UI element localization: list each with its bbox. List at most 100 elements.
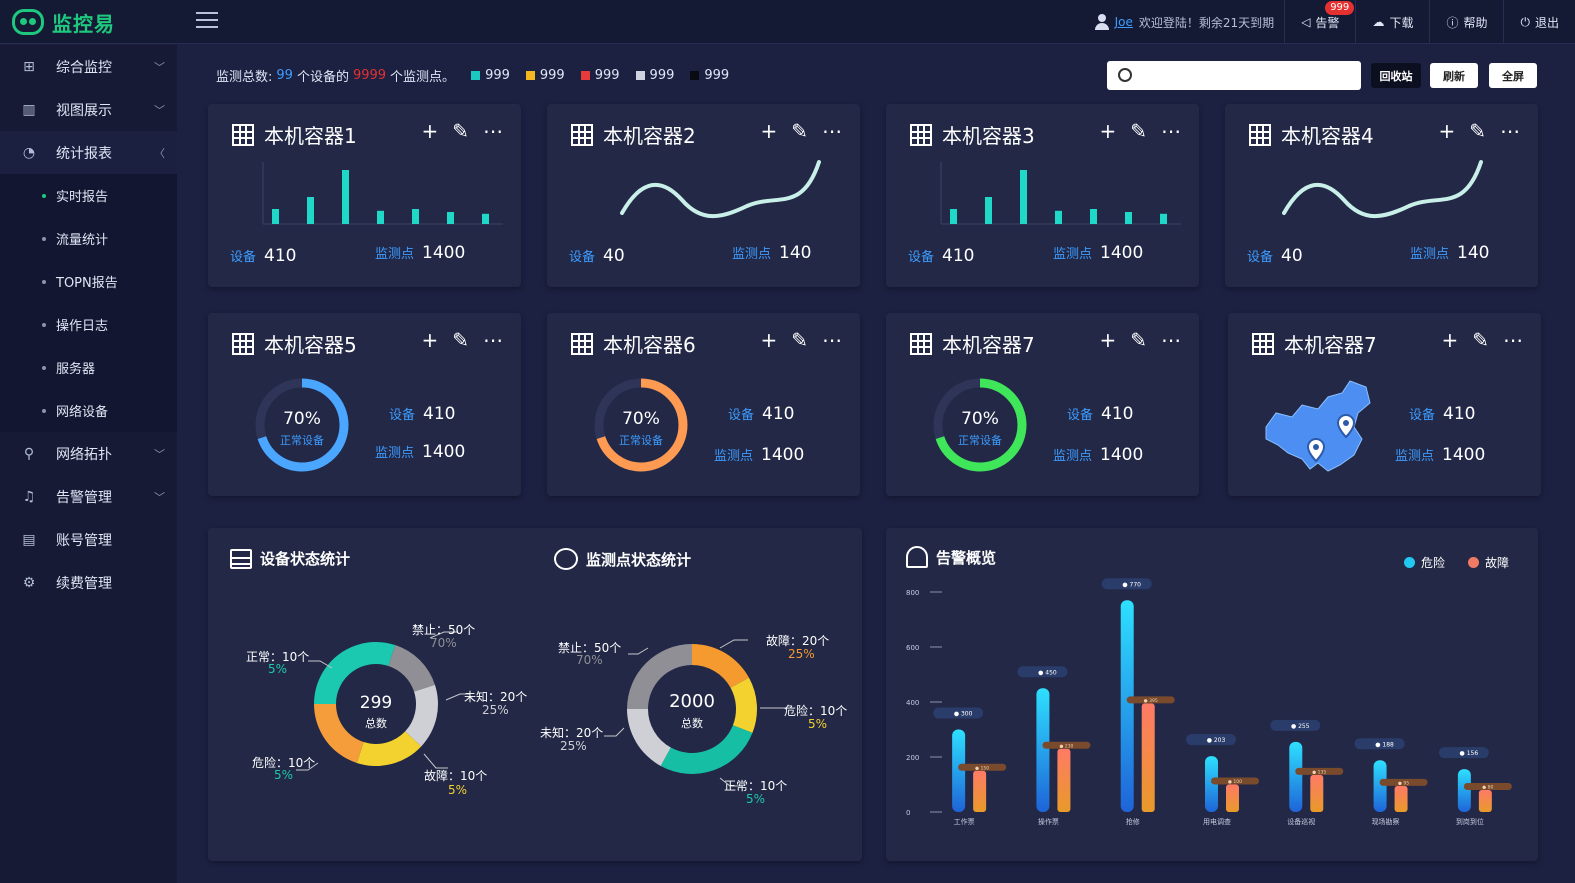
bar-danger	[1457, 769, 1471, 812]
more-icon[interactable]: ⋯	[483, 328, 503, 352]
more-icon[interactable]: ⋯	[1161, 328, 1181, 352]
point-total-label: 总数	[681, 717, 703, 730]
grid-icon	[571, 332, 593, 355]
alarm-overview-panel: 告警概览 危险 故障 0 200 400 600 800 ● 300 ● 150 工作票 ● 4…	[886, 528, 1538, 861]
bar-danger	[952, 729, 966, 812]
edit-icon[interactable]: ✎	[791, 119, 808, 143]
card-title: 本机容器4	[1281, 124, 1374, 148]
bullet-icon	[42, 408, 46, 413]
sidebar-subitem-traffic[interactable]: 流量统计	[0, 217, 177, 260]
donut-segment	[730, 677, 757, 733]
fullscreen-button[interactable]: 全屏	[1489, 63, 1537, 88]
edit-icon[interactable]: ✎	[1472, 328, 1489, 352]
help-button[interactable]: ⓘ 帮助	[1429, 0, 1503, 44]
container-card-5[interactable]: 本机容器5 + ✎ ⋯ 70% 正常设备 设备 410 监测点 1400	[208, 313, 521, 496]
gauge-icon	[554, 548, 578, 570]
container-card-7[interactable]: 本机容器7 + ✎ ⋯ 70% 正常设备 设备 410 监测点 1400	[886, 313, 1199, 496]
sidebar-subitem-oplog[interactable]: 操作日志	[0, 303, 177, 346]
search-input[interactable]	[1107, 61, 1361, 90]
data-label-fault: ● 395	[1144, 698, 1158, 704]
sidebar-subitem-label: 流量统计	[56, 233, 109, 248]
device-seg-pct-danger: 5%	[274, 768, 294, 782]
data-label-fault: ● 135	[1312, 769, 1326, 775]
device-stat: 设备 410	[389, 404, 456, 424]
sidebar-item-topology[interactable]: ⚲ 网络拓扑 ﹀	[0, 432, 177, 475]
points-stat: 监测点 1400	[375, 243, 466, 263]
edit-icon[interactable]: ✎	[452, 328, 469, 352]
add-icon[interactable]: +	[1441, 328, 1459, 352]
add-icon[interactable]: +	[1099, 328, 1117, 352]
sidebar-subitem-network-device[interactable]: 网络设备	[0, 389, 177, 432]
bullet-icon	[42, 236, 46, 241]
card-title: 本机容器1	[264, 124, 357, 148]
container-card-1[interactable]: 本机容器1 + ✎ ⋯ 设备 410 监测点 1400	[208, 104, 521, 287]
logo[interactable]: 监控易	[12, 7, 115, 37]
add-icon[interactable]: +	[1438, 119, 1456, 143]
more-icon[interactable]: ⋯	[1500, 119, 1520, 143]
add-icon[interactable]: +	[760, 328, 778, 352]
container-card-4[interactable]: 本机容器4 + ✎ ⋯ 设备 40 监测点 140	[1225, 104, 1538, 287]
device-seg-label-unknown: 未知：20个	[464, 690, 528, 704]
more-icon[interactable]: ⋯	[822, 328, 842, 352]
sidebar-subitem-server[interactable]: 服务器	[0, 346, 177, 389]
point-seg-label-disabled: 禁止：50个	[558, 641, 622, 655]
more-icon[interactable]: ⋯	[1503, 328, 1523, 352]
add-icon[interactable]: +	[421, 328, 439, 352]
device-stat: 设备 40	[569, 246, 625, 266]
points-stat: 监测点 1400	[1053, 445, 1144, 465]
alarm-button[interactable]: ◁ 告警 999	[1284, 0, 1355, 44]
sidebar-item-reports[interactable]: ◔ 统计报表 〈	[0, 131, 177, 174]
add-icon[interactable]: +	[1099, 119, 1117, 143]
device-seg-pct-disabled: 70%	[430, 636, 457, 650]
sidebar-subitem-label: 实时报告	[56, 190, 109, 205]
card-title: 本机容器5	[264, 333, 357, 357]
data-label-pill	[1354, 738, 1405, 750]
data-label-danger: ● 300	[954, 711, 973, 718]
progress-ring	[933, 378, 1027, 472]
data-label-pill	[1270, 719, 1321, 731]
menu-toggle-icon[interactable]	[196, 12, 218, 30]
more-icon[interactable]: ⋯	[1161, 119, 1181, 143]
recycle-bin-button[interactable]: 回收站	[1371, 63, 1421, 88]
logout-button[interactable]: ⏻ 退出	[1503, 0, 1575, 44]
more-icon[interactable]: ⋯	[483, 119, 503, 143]
progress-ring	[594, 378, 688, 472]
container-card-8[interactable]: 本机容器7 + ✎ ⋯ 设备 410 监测点 1400	[1228, 313, 1541, 496]
ring-progress-arc	[255, 378, 349, 472]
download-label: 下载	[1389, 15, 1414, 30]
user-name-link[interactable]: Joe	[1114, 15, 1133, 29]
donut-segment	[388, 645, 435, 692]
refresh-button[interactable]: 刷新	[1430, 63, 1478, 88]
sidebar-item-accounts[interactable]: ▤ 账号管理	[0, 518, 177, 561]
data-label-fault: ● 150	[975, 765, 989, 771]
edit-icon[interactable]: ✎	[791, 328, 808, 352]
edit-icon[interactable]: ✎	[1130, 328, 1147, 352]
sidebar-subitem-realtime[interactable]: 实时报告	[0, 174, 177, 217]
add-icon[interactable]: +	[760, 119, 778, 143]
sidebar-item-views[interactable]: ▥ 视图展示 ﹀	[0, 88, 177, 131]
donut-segment	[314, 704, 364, 763]
download-button[interactable]: ☁ 下载	[1355, 0, 1429, 44]
container-card-6[interactable]: 本机容器6 + ✎ ⋯ 70% 正常设备 设备 410 监测点 1400	[547, 313, 860, 496]
edit-icon[interactable]: ✎	[1469, 119, 1486, 143]
sidebar-subitem-topn[interactable]: TOPN报告	[0, 260, 177, 303]
sidebar-item-alarm[interactable]: ♫ 告警管理 ﹀	[0, 475, 177, 518]
add-icon[interactable]: +	[421, 119, 439, 143]
legend-fault: 故障	[1468, 554, 1509, 571]
container-card-3[interactable]: 本机容器3 + ✎ ⋯ 设备 410 监测点 1400	[886, 104, 1199, 287]
points-stat: 监测点 1400	[375, 442, 466, 462]
mini-bar	[307, 197, 314, 224]
sidebar-item-renewal[interactable]: ⚙ 续费管理	[0, 561, 177, 604]
search-icon	[1118, 68, 1132, 82]
sidebar-item-overview[interactable]: ⊞ 综合监控 ﹀	[0, 45, 177, 88]
container-card-2[interactable]: 本机容器2 + ✎ ⋯ 设备 40 监测点 140	[547, 104, 860, 287]
bar-fault	[1310, 774, 1324, 812]
summary-mid: 个设备的	[296, 70, 349, 85]
sidebar-item-label: 网络拓扑	[56, 446, 112, 463]
more-icon[interactable]: ⋯	[822, 119, 842, 143]
edit-icon[interactable]: ✎	[452, 119, 469, 143]
edit-icon[interactable]: ✎	[1130, 119, 1147, 143]
sidebar-subitem-label: 操作日志	[56, 319, 109, 334]
mini-bar	[1160, 213, 1167, 224]
y-tick-label: 200	[906, 754, 919, 762]
